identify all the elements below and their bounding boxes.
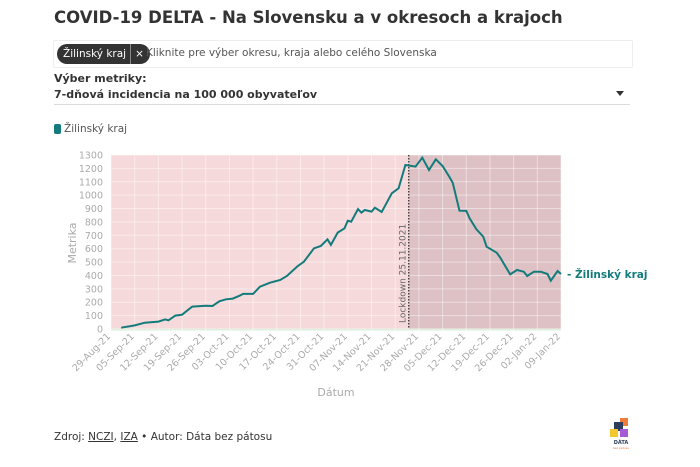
source-link-iza[interactable]: IZA xyxy=(120,431,138,443)
y-tick-label: 1200 xyxy=(79,164,103,175)
chevron-down-icon[interactable] xyxy=(616,91,624,96)
x-axis-label: Dátum xyxy=(317,386,354,399)
selected-region-chip[interactable]: Žilinský kraj × xyxy=(57,44,150,64)
chip-close-icon[interactable]: × xyxy=(130,44,144,64)
y-tick-label: 600 xyxy=(85,244,103,255)
svg-text:DÁTA: DÁTA xyxy=(614,439,629,446)
source-line: Zdroj: NCZI, IZA • Autor: Dáta bez pátos… xyxy=(54,431,272,443)
region-filter[interactable]: Žilinský kraj × Kliknite pre výber okresu… xyxy=(53,40,633,68)
legend: Žilinský kraj xyxy=(54,123,127,135)
y-tick-label: 700 xyxy=(85,231,103,242)
legend-swatch xyxy=(54,124,61,134)
svg-text:bez pátosu: bez pátosu xyxy=(613,446,630,450)
legend-label: Žilinský kraj xyxy=(64,123,128,135)
y-tick-label: 1100 xyxy=(79,177,103,188)
metric-select[interactable]: 7-dňová incidencia na 100 000 obyvateľov xyxy=(54,88,630,105)
source-prefix: Zdroj: xyxy=(54,431,89,443)
y-tick-label: 1000 xyxy=(79,191,103,202)
metric-selected: 7-dňová incidencia na 100 000 obyvateľov xyxy=(54,88,318,101)
y-tick-label: 300 xyxy=(85,284,103,295)
chip-label: Žilinský kraj xyxy=(63,48,127,60)
lockdown-label: Lockdown 25.11.2021 xyxy=(399,224,409,323)
y-tick-label: 900 xyxy=(85,204,103,215)
y-tick-label: 400 xyxy=(85,271,103,282)
y-tick-label: 200 xyxy=(85,298,103,309)
pre-lockdown-area xyxy=(111,155,409,329)
y-axis-label: Metrika xyxy=(66,222,79,263)
series-end-label: - Žilinský kraj xyxy=(567,268,647,281)
source-sep: , xyxy=(113,431,121,443)
data-bez-patosu-logo: DÁTA bez pátosu xyxy=(610,418,630,450)
page-title: COVID-19 DELTA - Na Slovensku a v okreso… xyxy=(54,8,563,27)
y-tick-label: 0 xyxy=(97,325,103,336)
source-author: • Autor: Dáta bez pátosu xyxy=(137,431,273,443)
metric-label: Výber metriky: xyxy=(54,72,147,85)
filter-placeholder[interactable]: Kliknite pre výber okresu, kraja alebo c… xyxy=(146,47,437,59)
series-line xyxy=(121,155,562,329)
y-tick-label: 800 xyxy=(85,217,103,228)
source-link-nczi[interactable]: NCZI xyxy=(88,431,114,443)
y-tick-label: 1300 xyxy=(79,151,103,162)
y-tick-label: 500 xyxy=(85,258,103,269)
y-tick-label: 100 xyxy=(85,311,103,322)
